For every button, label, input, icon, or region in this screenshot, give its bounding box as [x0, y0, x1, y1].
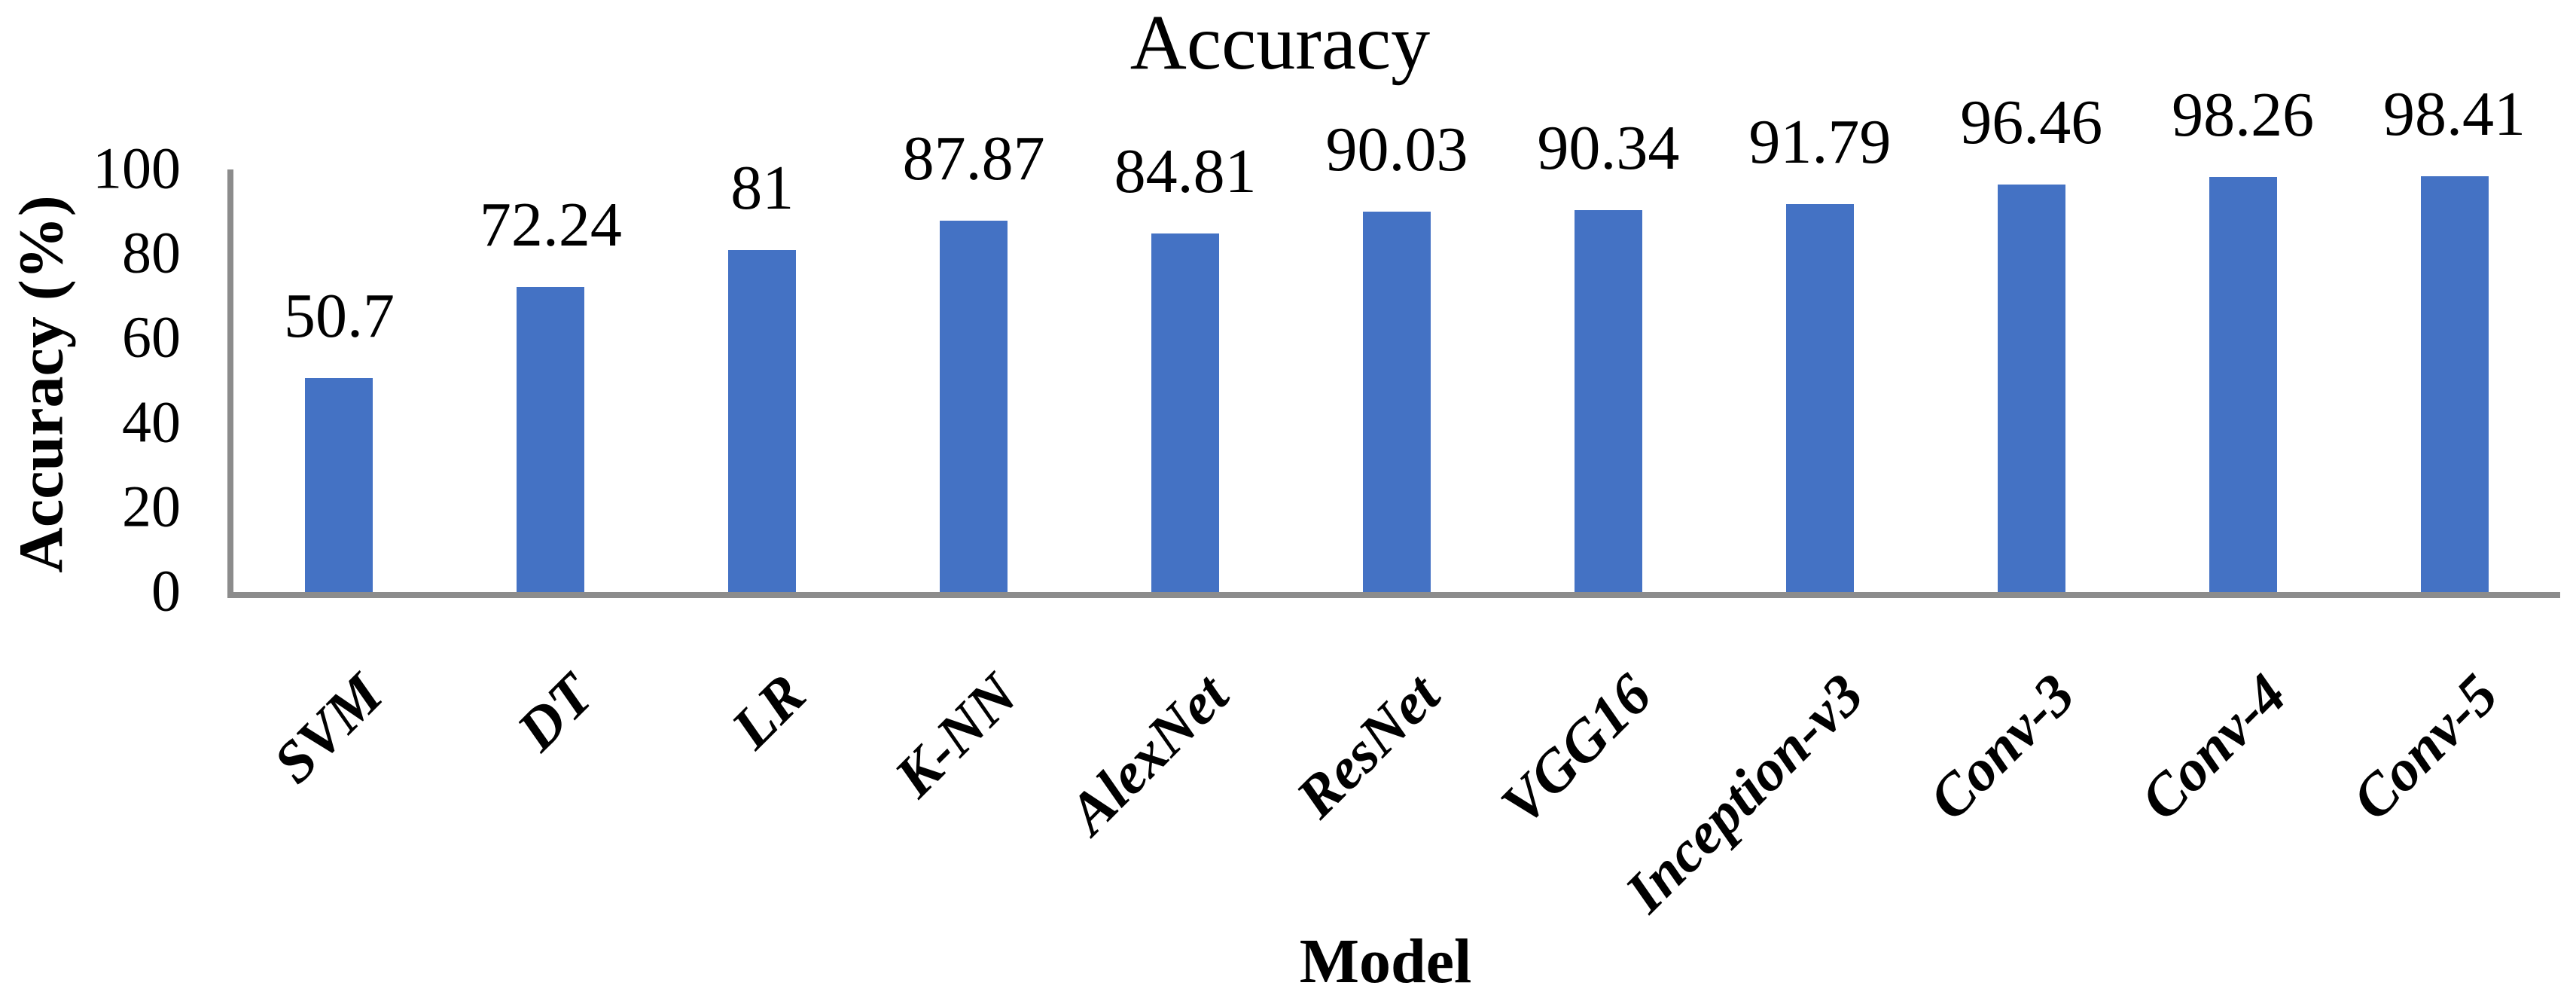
x-tick-label-LR: LR [718, 661, 818, 761]
bar-AlexNet [1151, 233, 1220, 592]
bar-DT [517, 286, 585, 592]
bar-VGG16 [1574, 210, 1642, 592]
x-tick-label-Conv-5: Conv-5 [2338, 661, 2510, 832]
x-tick-label-Conv-3: Conv-3 [1916, 661, 2087, 832]
x-tick-label-DT: DT [504, 661, 606, 763]
value-label-Conv-3: 96.46 [1960, 87, 2103, 157]
y-axis-title: Accuracy (%) [6, 195, 77, 573]
x-tick-label-SVM: SVM [260, 661, 395, 795]
x-tick-label-AlexNet: AlexNet [1056, 661, 1241, 847]
value-label-DT: 72.24 [479, 189, 622, 260]
value-label-Inception-v3: 91.79 [1748, 107, 1892, 178]
y-tick-label-40: 40 [122, 389, 181, 455]
value-label-K-NN: 87.87 [902, 124, 1045, 194]
y-tick-label-0: 0 [151, 557, 181, 624]
x-axis-title: Model [1299, 926, 1472, 996]
value-label-VGG16: 90.34 [1537, 113, 1680, 184]
bar-Conv-3 [1997, 184, 2065, 592]
value-label-Conv-5: 98.41 [2383, 78, 2526, 149]
x-tick-label-Conv-4: Conv-4 [2127, 661, 2299, 832]
value-label-ResNet: 90.03 [1325, 114, 1468, 185]
plot-area [227, 169, 2560, 598]
bar-Conv-5 [2420, 175, 2489, 592]
bar-LR [728, 249, 797, 592]
y-tick-label-60: 60 [122, 304, 181, 370]
bar-Conv-4 [2209, 176, 2277, 592]
value-label-LR: 81 [730, 152, 794, 223]
x-tick-label-ResNet: ResNet [1283, 661, 1453, 830]
bar-K-NN [940, 221, 1008, 592]
bar-ResNet [1363, 211, 1431, 592]
value-label-SVM: 50.7 [283, 280, 395, 351]
x-tick-label-K-NN: K-NN [881, 661, 1029, 810]
y-tick-label-20: 20 [122, 473, 181, 539]
value-label-AlexNet: 84.81 [1114, 136, 1257, 207]
bar-SVM [305, 377, 373, 592]
value-label-Conv-4: 98.26 [2172, 79, 2315, 150]
y-tick-label-80: 80 [122, 219, 181, 285]
x-tick-label-VGG16: VGG16 [1488, 661, 1664, 838]
chart-title: Accuracy [1129, 0, 1431, 86]
bar-Inception-v3 [1785, 204, 1854, 592]
y-tick-label-100: 100 [93, 135, 181, 201]
